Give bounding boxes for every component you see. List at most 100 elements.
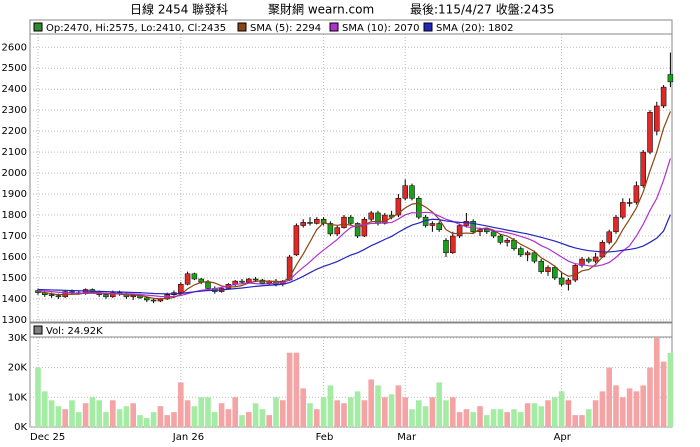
candle-body: [402, 185, 408, 199]
candle-body: [654, 105, 660, 132]
volume-bar: [259, 409, 266, 427]
volume-bar: [436, 382, 442, 427]
candle-body: [552, 267, 558, 279]
volume-bar: [246, 412, 252, 427]
volume-bar: [205, 397, 211, 427]
volume-bar: [382, 397, 388, 427]
y-tick-label: 1800: [2, 210, 27, 221]
candle-body: [640, 151, 646, 186]
volume-bar: [225, 409, 232, 427]
volume-bar: [388, 394, 395, 427]
volume-bar: [613, 385, 619, 427]
volume-bar: [178, 382, 184, 427]
volume-bar: [89, 397, 96, 427]
sma-line: [37, 214, 671, 295]
candle-body: [518, 248, 524, 256]
volume-bar: [545, 400, 551, 427]
header-last: 最後:115/4/27 收盤:2435: [410, 3, 554, 17]
y-tick-label: 2200: [2, 126, 27, 137]
candle-body: [524, 252, 531, 256]
volume-bar: [586, 409, 592, 427]
x-tick-label: Apr: [554, 432, 572, 443]
volume-bar: [55, 406, 62, 427]
volume-bar: [164, 415, 170, 427]
legend-label: SMA (5): 2294: [250, 23, 321, 34]
volume-bar: [402, 397, 408, 427]
y-tick-label: 1300: [2, 315, 27, 326]
volume-label: Vol: 24.92K: [46, 326, 103, 337]
candle-body: [490, 231, 497, 237]
volume-bar: [232, 397, 238, 427]
volume-bar: [524, 403, 531, 427]
candle-body: [592, 256, 599, 262]
volume-bar: [531, 403, 538, 427]
candle-body: [558, 277, 565, 285]
volume-bar: [35, 367, 41, 427]
candle-body: [144, 297, 150, 301]
volume-bar: [144, 418, 150, 427]
volume-bar: [504, 412, 510, 427]
volume-bar: [293, 352, 300, 427]
volume-bar: [157, 406, 164, 427]
volume-tick-label: 30K: [8, 333, 28, 344]
volume-bar: [198, 397, 204, 427]
candle-body: [409, 185, 415, 199]
candle-body: [579, 258, 585, 266]
volume-bar: [450, 397, 456, 427]
volume-bar: [212, 412, 218, 427]
candle-body: [191, 273, 198, 280]
volume-bar: [416, 400, 422, 427]
candle-body: [531, 252, 538, 262]
candle-body: [150, 299, 157, 302]
volume-bar: [273, 397, 279, 427]
volume-bar: [334, 400, 340, 427]
price-frame: [29, 19, 673, 323]
candle-body: [586, 258, 592, 262]
candle-body: [48, 294, 55, 297]
legend-label: SMA (20): 1802: [436, 23, 514, 34]
volume-bar: [490, 409, 497, 427]
volume-bar: [286, 352, 293, 427]
volume-tick-label: 20K: [8, 363, 28, 374]
y-tick-label: 1600: [2, 252, 27, 263]
volume-bar: [592, 400, 599, 427]
volume-bar: [552, 397, 558, 427]
y-tick-label: 2300: [2, 105, 27, 116]
candle-body: [620, 202, 626, 218]
candle-body: [307, 222, 313, 224]
header-title: 日線 2454 聯發科: [130, 2, 228, 17]
candle-body: [354, 223, 361, 237]
volume-bar: [307, 403, 313, 427]
x-tick-label: Dec 25: [30, 432, 65, 443]
candle-body: [341, 216, 347, 228]
candle-body: [395, 198, 402, 216]
volume-bar: [123, 406, 130, 427]
y-tick-label: 2000: [2, 168, 27, 179]
volume-bar: [266, 415, 272, 427]
candle-body: [538, 260, 544, 272]
candle-body: [416, 198, 422, 218]
volume-bar: [82, 403, 89, 427]
volume-tick-label: 10K: [8, 392, 28, 403]
volume-bar: [395, 385, 402, 427]
volume-bar: [327, 385, 334, 427]
candle-body: [606, 231, 612, 243]
volume-bar: [422, 406, 429, 427]
candle-body: [613, 216, 619, 233]
candle-body: [667, 74, 674, 83]
volume-bar: [463, 409, 470, 427]
y-tick-label: 1400: [2, 294, 27, 305]
y-tick-label: 2600: [2, 42, 27, 53]
volume-bar: [606, 367, 612, 427]
y-tick-label: 2400: [2, 84, 27, 95]
ohlc-label: Op:2470, Hi:2575, Lo:2410, Cl:2435: [46, 23, 226, 34]
volume-bar: [511, 409, 517, 427]
legend-label: SMA (10): 2070: [342, 23, 420, 34]
candle-body: [429, 223, 436, 226]
candle-body: [633, 185, 640, 203]
volume-bar: [252, 403, 259, 427]
candle-body: [184, 273, 191, 285]
volume-bar: [96, 400, 102, 427]
volume-bar: [314, 409, 320, 427]
candle-body: [55, 295, 62, 298]
